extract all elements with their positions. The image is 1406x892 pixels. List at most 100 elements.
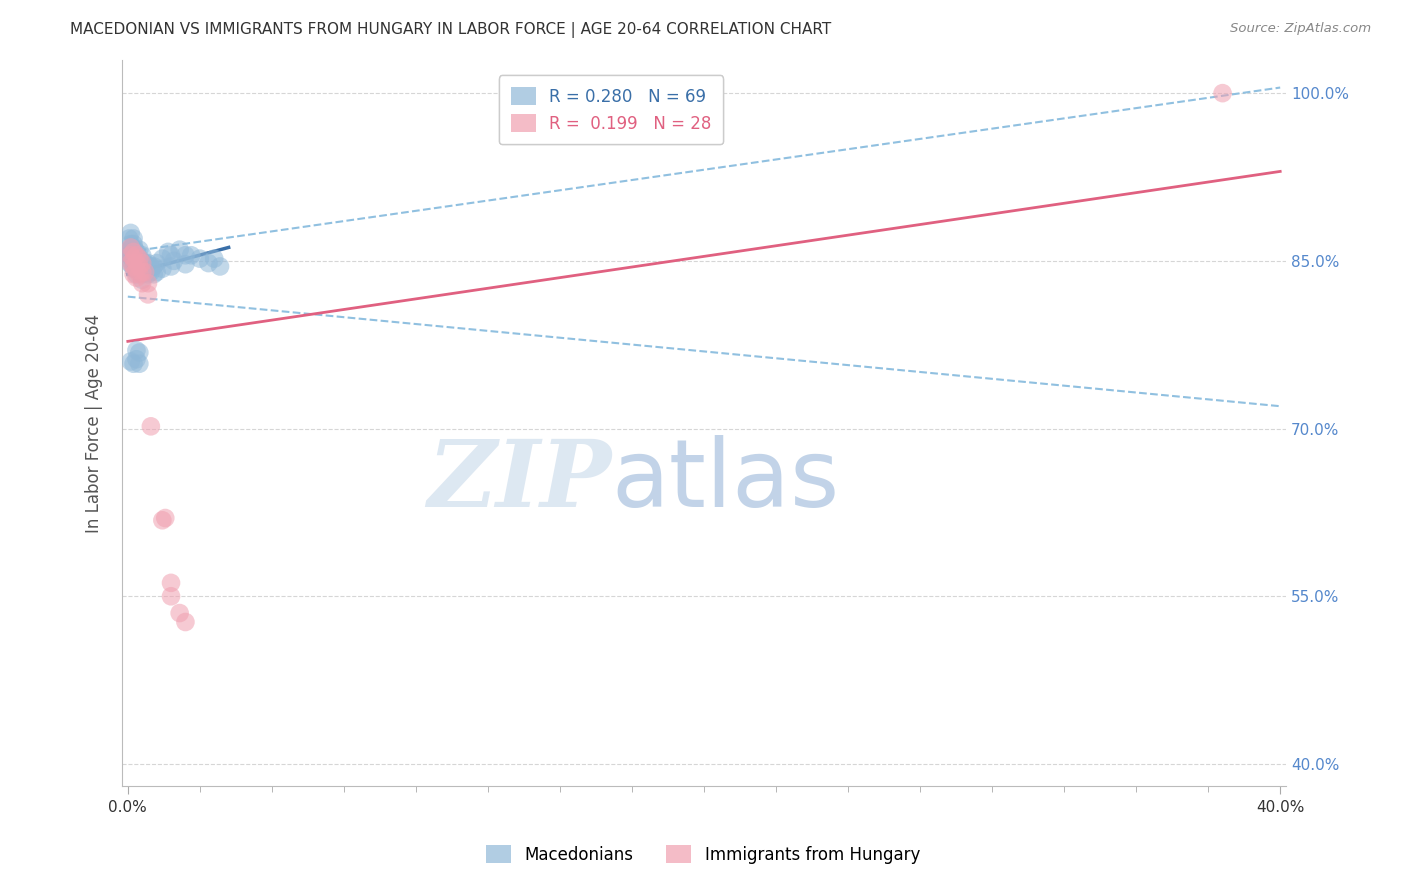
Point [122,244,145,259]
Point [120,237,142,252]
Point [131,248,153,262]
Point [128,357,150,371]
Point [127,248,149,262]
Point [125,256,148,270]
Point [131,273,153,287]
Point [174,615,197,629]
Point [202,252,225,266]
Point [155,511,177,525]
Text: MACEDONIAN VS IMMIGRANTS FROM HUNGARY IN LABOR FORCE | AGE 20-64 CORRELATION CHA: MACEDONIAN VS IMMIGRANTS FROM HUNGARY IN… [70,22,831,38]
Point [122,237,145,252]
Point [139,260,162,274]
Point [131,267,153,281]
Point [131,261,153,276]
Point [125,343,148,358]
Point [136,261,159,276]
Point [208,260,231,274]
Point [150,252,173,266]
Point [142,267,165,281]
Point [125,270,148,285]
Point [169,606,191,620]
Point [136,267,159,281]
Point [120,240,142,254]
Point [122,252,145,266]
Text: ZIP: ZIP [426,436,610,526]
Point [145,265,167,279]
Point [128,252,150,266]
Point [120,253,142,268]
Point [180,248,202,262]
Point [125,248,148,262]
Point [122,231,145,245]
Point [120,243,142,257]
Point [150,513,173,527]
Point [128,345,150,359]
Point [160,589,183,603]
Point [125,252,148,266]
Point [174,257,197,271]
Point [128,260,150,274]
Point [128,265,150,279]
Point [121,252,143,266]
Point [121,240,143,254]
Point [134,256,156,270]
Point [120,226,142,240]
Point [120,354,142,368]
Point [163,253,186,268]
Point [160,260,183,274]
Point [131,256,153,270]
Point [136,287,159,301]
Point [160,248,183,262]
Legend: Macedonians, Immigrants from Hungary: Macedonians, Immigrants from Hungary [479,838,927,871]
Point [122,244,145,259]
Point [160,575,183,590]
Point [118,243,141,257]
Point [118,248,141,262]
Point [125,244,148,259]
Y-axis label: In Labor Force | Age 20-64: In Labor Force | Age 20-64 [86,313,103,533]
Point [122,256,145,270]
Point [169,243,191,257]
Point [125,261,148,276]
Point [122,252,145,266]
Point [125,262,148,277]
Point [131,277,153,291]
Point [131,265,153,279]
Point [139,419,162,434]
Point [120,257,142,271]
Text: atlas: atlas [610,435,839,527]
Point [129,253,152,268]
Point [174,248,197,262]
Point [139,265,162,279]
Point [122,260,145,274]
Point [128,260,150,274]
Point [188,252,211,266]
Point [128,252,150,266]
Point [136,256,159,270]
Point [124,253,146,268]
Point [120,248,142,262]
Text: Source: ZipAtlas.com: Source: ZipAtlas.com [1230,22,1371,36]
Point [122,357,145,371]
Point [120,248,142,262]
Point [1212,86,1234,100]
Point [124,248,146,262]
Point [157,244,180,259]
Point [131,256,153,270]
Point [122,261,145,276]
Point [134,265,156,279]
Point [120,256,142,270]
Point [150,261,173,276]
Legend: R = 0.280   N = 69, R =  0.199   N = 28: R = 0.280 N = 69, R = 0.199 N = 28 [499,75,723,145]
Point [128,267,150,281]
Point [145,256,167,270]
Point [118,231,141,245]
Point [136,277,159,291]
Point [134,265,156,279]
Point [125,267,148,281]
Point [125,352,148,367]
Point [197,256,219,270]
Point [127,256,149,270]
Point [125,256,148,270]
Point [128,243,150,257]
